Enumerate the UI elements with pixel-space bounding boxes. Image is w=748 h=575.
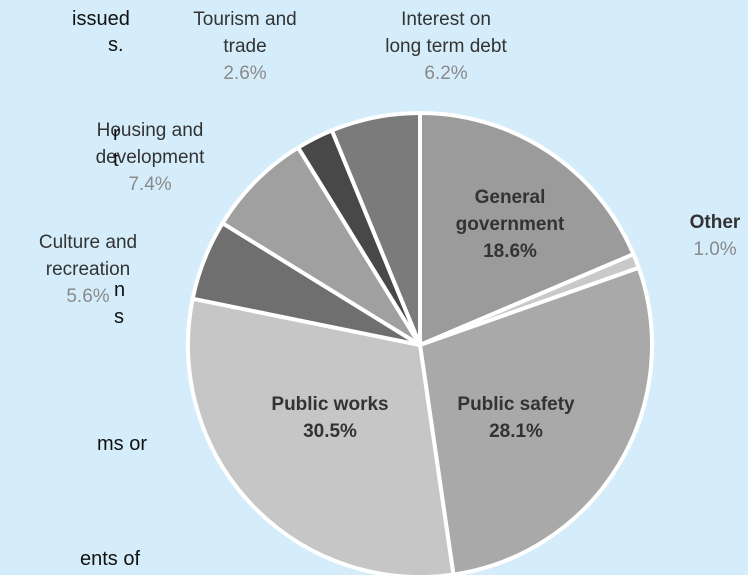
slice-value: 2.6% xyxy=(223,63,267,84)
slice-value: 7.4% xyxy=(128,174,172,195)
slice-name: Other xyxy=(689,212,741,233)
slice-label: Public safety 28.1% xyxy=(436,391,596,445)
slice-name: Tourism and trade xyxy=(193,9,297,57)
slice-name: Public safety xyxy=(457,394,575,415)
slice-value: 1.0% xyxy=(693,239,737,260)
slice-value: 30.5% xyxy=(303,421,357,442)
slice-value: 6.2% xyxy=(424,63,468,84)
slice-value: 5.6% xyxy=(66,286,110,307)
side-text: n xyxy=(114,279,126,301)
slice-name: Housing and development xyxy=(95,120,205,168)
slice-value: 18.6% xyxy=(483,241,537,262)
slice-name: Interest on long term debt xyxy=(385,9,507,57)
pie-slice xyxy=(418,111,636,347)
side-text: s xyxy=(114,306,124,328)
pie-slice xyxy=(329,111,422,347)
slice-label: Other 1.0% xyxy=(675,209,748,263)
slice-name: General government xyxy=(455,187,565,235)
slice-label: Interest on long term debt 6.2% xyxy=(383,6,509,87)
side-text: t xyxy=(113,149,119,171)
pie-slice xyxy=(220,145,422,347)
side-text: ents of xyxy=(80,548,141,570)
slice-label: Tourism and trade 2.6% xyxy=(185,6,305,87)
side-text: issued xyxy=(72,8,130,30)
side-text: s. xyxy=(108,34,124,56)
side-text: r xyxy=(113,123,120,145)
pie-slice xyxy=(186,296,456,575)
side-text: ms or xyxy=(97,433,147,455)
pie-slice xyxy=(418,265,654,575)
slice-name: Culture and recreation xyxy=(38,232,138,280)
slice-label: General government 18.6% xyxy=(443,184,578,265)
slice-label: Housing and development 7.4% xyxy=(89,117,211,198)
slice-name: Public works xyxy=(271,394,389,415)
slice-value: 28.1% xyxy=(489,421,543,442)
slice-label: Public works 30.5% xyxy=(250,391,410,445)
slice-label: Culture and recreation 5.6% xyxy=(31,229,146,310)
